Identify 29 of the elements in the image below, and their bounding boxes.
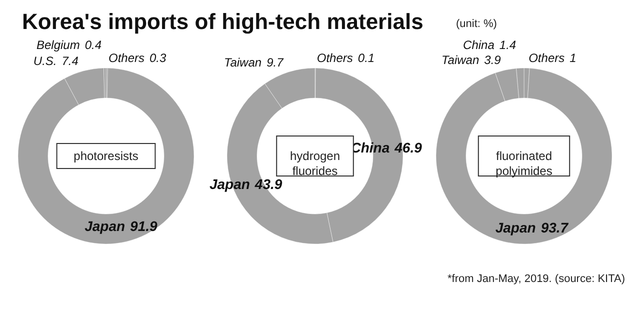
slice-label: Belgium [36,38,80,52]
text: photoresists [74,149,138,163]
slice-label: Others [528,51,565,66]
data-label: 0.4 [84,38,102,52]
data-label: 9.7 [266,55,285,70]
slice-label: Others [316,51,353,65]
data-label: 46.9 [394,140,422,156]
slice-label: Taiwan [224,55,262,70]
text: (unit: %) [456,18,497,30]
text: Korea's imports of high-tech materials [22,9,424,34]
slice-label: Others [108,51,145,66]
text: fluorinated polyimides [496,149,552,178]
slice-label: Japan [495,219,536,236]
data-label: 1.4 [499,38,516,52]
data-label: 43.9 [254,176,282,192]
slice-label: Japan [209,176,250,192]
data-label: 3.9 [484,53,502,68]
data-label: 0.1 [358,51,375,65]
data-label: 7.4 [62,54,79,68]
slice-label: China [463,38,495,52]
slice-label: U.S. [33,54,57,68]
text: hydrogen fluorides [290,149,340,178]
data-label: 93.7 [540,219,570,236]
text: *from Jan-May, 2019. (source: KITA) [448,273,625,285]
data-label: 1 [570,51,576,66]
slice-label: Taiwan [442,53,480,68]
data-label: 0.3 [150,51,167,66]
data-label: 91.9 [130,218,158,234]
slice-label: Japan [84,218,126,234]
